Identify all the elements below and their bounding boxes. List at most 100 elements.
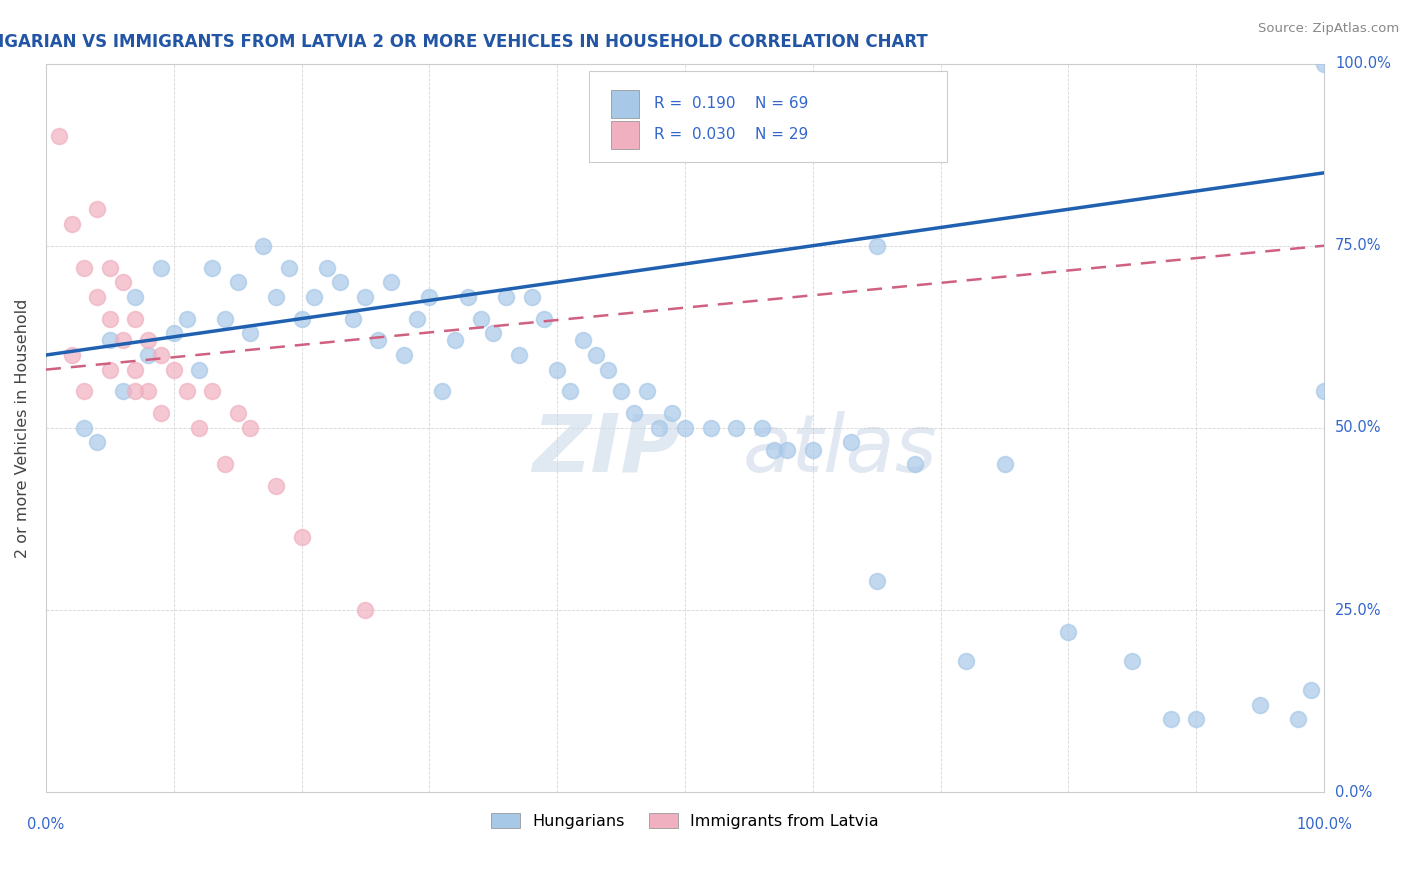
Point (277, 260, 299, 275)
Text: 0.0%: 0.0% (27, 817, 65, 832)
Text: atlas: atlas (742, 411, 938, 489)
Text: ZIP: ZIP (531, 411, 679, 489)
Point (1057, 624, 1080, 639)
Point (457, 290, 479, 304)
Text: Source: ZipAtlas.com: Source: ZipAtlas.com (1258, 22, 1399, 36)
Point (418, 290, 440, 304)
Point (673, 421, 696, 435)
Point (866, 238, 889, 252)
Point (904, 458, 927, 472)
Point (520, 290, 543, 304)
Point (98, 311, 121, 326)
Point (1301, 683, 1323, 698)
Point (188, 421, 211, 435)
Point (1249, 698, 1271, 712)
Point (495, 290, 517, 304)
Point (111, 384, 134, 399)
Text: 25.0%: 25.0% (1336, 603, 1382, 617)
Text: R =  0.190    N = 69: R = 0.190 N = 69 (654, 96, 808, 112)
Point (354, 603, 377, 617)
Point (585, 348, 607, 362)
Point (201, 260, 224, 275)
Point (380, 275, 402, 289)
Point (86, 202, 108, 217)
Point (725, 421, 748, 435)
Point (470, 311, 492, 326)
Point (430, 384, 453, 399)
Point (571, 334, 593, 348)
Point (1313, 56, 1336, 70)
Point (124, 311, 146, 326)
Point (955, 654, 977, 668)
Text: 75.0%: 75.0% (1336, 238, 1382, 253)
Point (60, 348, 83, 362)
Point (648, 421, 671, 435)
Point (73, 384, 96, 399)
Point (1121, 654, 1143, 668)
Point (136, 384, 159, 399)
Point (176, 384, 198, 399)
Point (163, 326, 186, 341)
Point (636, 384, 658, 399)
Point (136, 334, 159, 348)
Point (86, 290, 108, 304)
Point (264, 479, 287, 493)
Point (1313, 384, 1336, 399)
Point (610, 384, 633, 399)
Point (214, 311, 236, 326)
Point (392, 348, 415, 362)
Point (342, 311, 364, 326)
Bar (610, 121, 638, 149)
Point (264, 290, 287, 304)
Point (226, 406, 249, 420)
Point (150, 260, 173, 275)
Point (354, 290, 377, 304)
Point (163, 362, 186, 376)
Point (1185, 713, 1208, 727)
Y-axis label: 2 or more Vehicles in Household: 2 or more Vehicles in Household (15, 298, 30, 558)
Point (776, 442, 799, 457)
Text: R =  0.030    N = 29: R = 0.030 N = 29 (654, 128, 808, 143)
Point (226, 275, 249, 289)
Point (839, 435, 862, 450)
Text: 100.0%: 100.0% (1336, 56, 1391, 71)
Point (111, 334, 134, 348)
Point (699, 421, 721, 435)
Point (124, 384, 146, 399)
Point (252, 238, 274, 252)
Point (73, 260, 96, 275)
Point (111, 275, 134, 289)
Point (176, 311, 198, 326)
Point (598, 362, 620, 376)
Text: HUNGARIAN VS IMMIGRANTS FROM LATVIA 2 OR MORE VEHICLES IN HOUSEHOLD CORRELATION : HUNGARIAN VS IMMIGRANTS FROM LATVIA 2 OR… (0, 33, 928, 51)
Point (546, 362, 568, 376)
Point (316, 260, 339, 275)
Point (993, 458, 1015, 472)
Point (1160, 713, 1182, 727)
Point (751, 421, 773, 435)
Point (124, 362, 146, 376)
Point (150, 406, 173, 420)
Point (98, 362, 121, 376)
Point (405, 311, 427, 326)
Point (98, 334, 121, 348)
Point (482, 326, 505, 341)
Text: 50.0%: 50.0% (1336, 420, 1382, 435)
Point (866, 574, 889, 588)
Bar (610, 90, 638, 118)
Point (136, 348, 159, 362)
Point (1288, 713, 1310, 727)
Point (124, 290, 146, 304)
Point (444, 334, 467, 348)
Point (533, 311, 555, 326)
Point (290, 530, 312, 544)
Point (201, 384, 224, 399)
Text: 100.0%: 100.0% (1296, 817, 1353, 832)
Point (150, 348, 173, 362)
Point (801, 442, 824, 457)
Point (661, 406, 683, 420)
Point (86, 435, 108, 450)
Point (623, 406, 645, 420)
Legend: Hungarians, Immigrants from Latvia: Hungarians, Immigrants from Latvia (485, 807, 886, 835)
Point (98, 260, 121, 275)
